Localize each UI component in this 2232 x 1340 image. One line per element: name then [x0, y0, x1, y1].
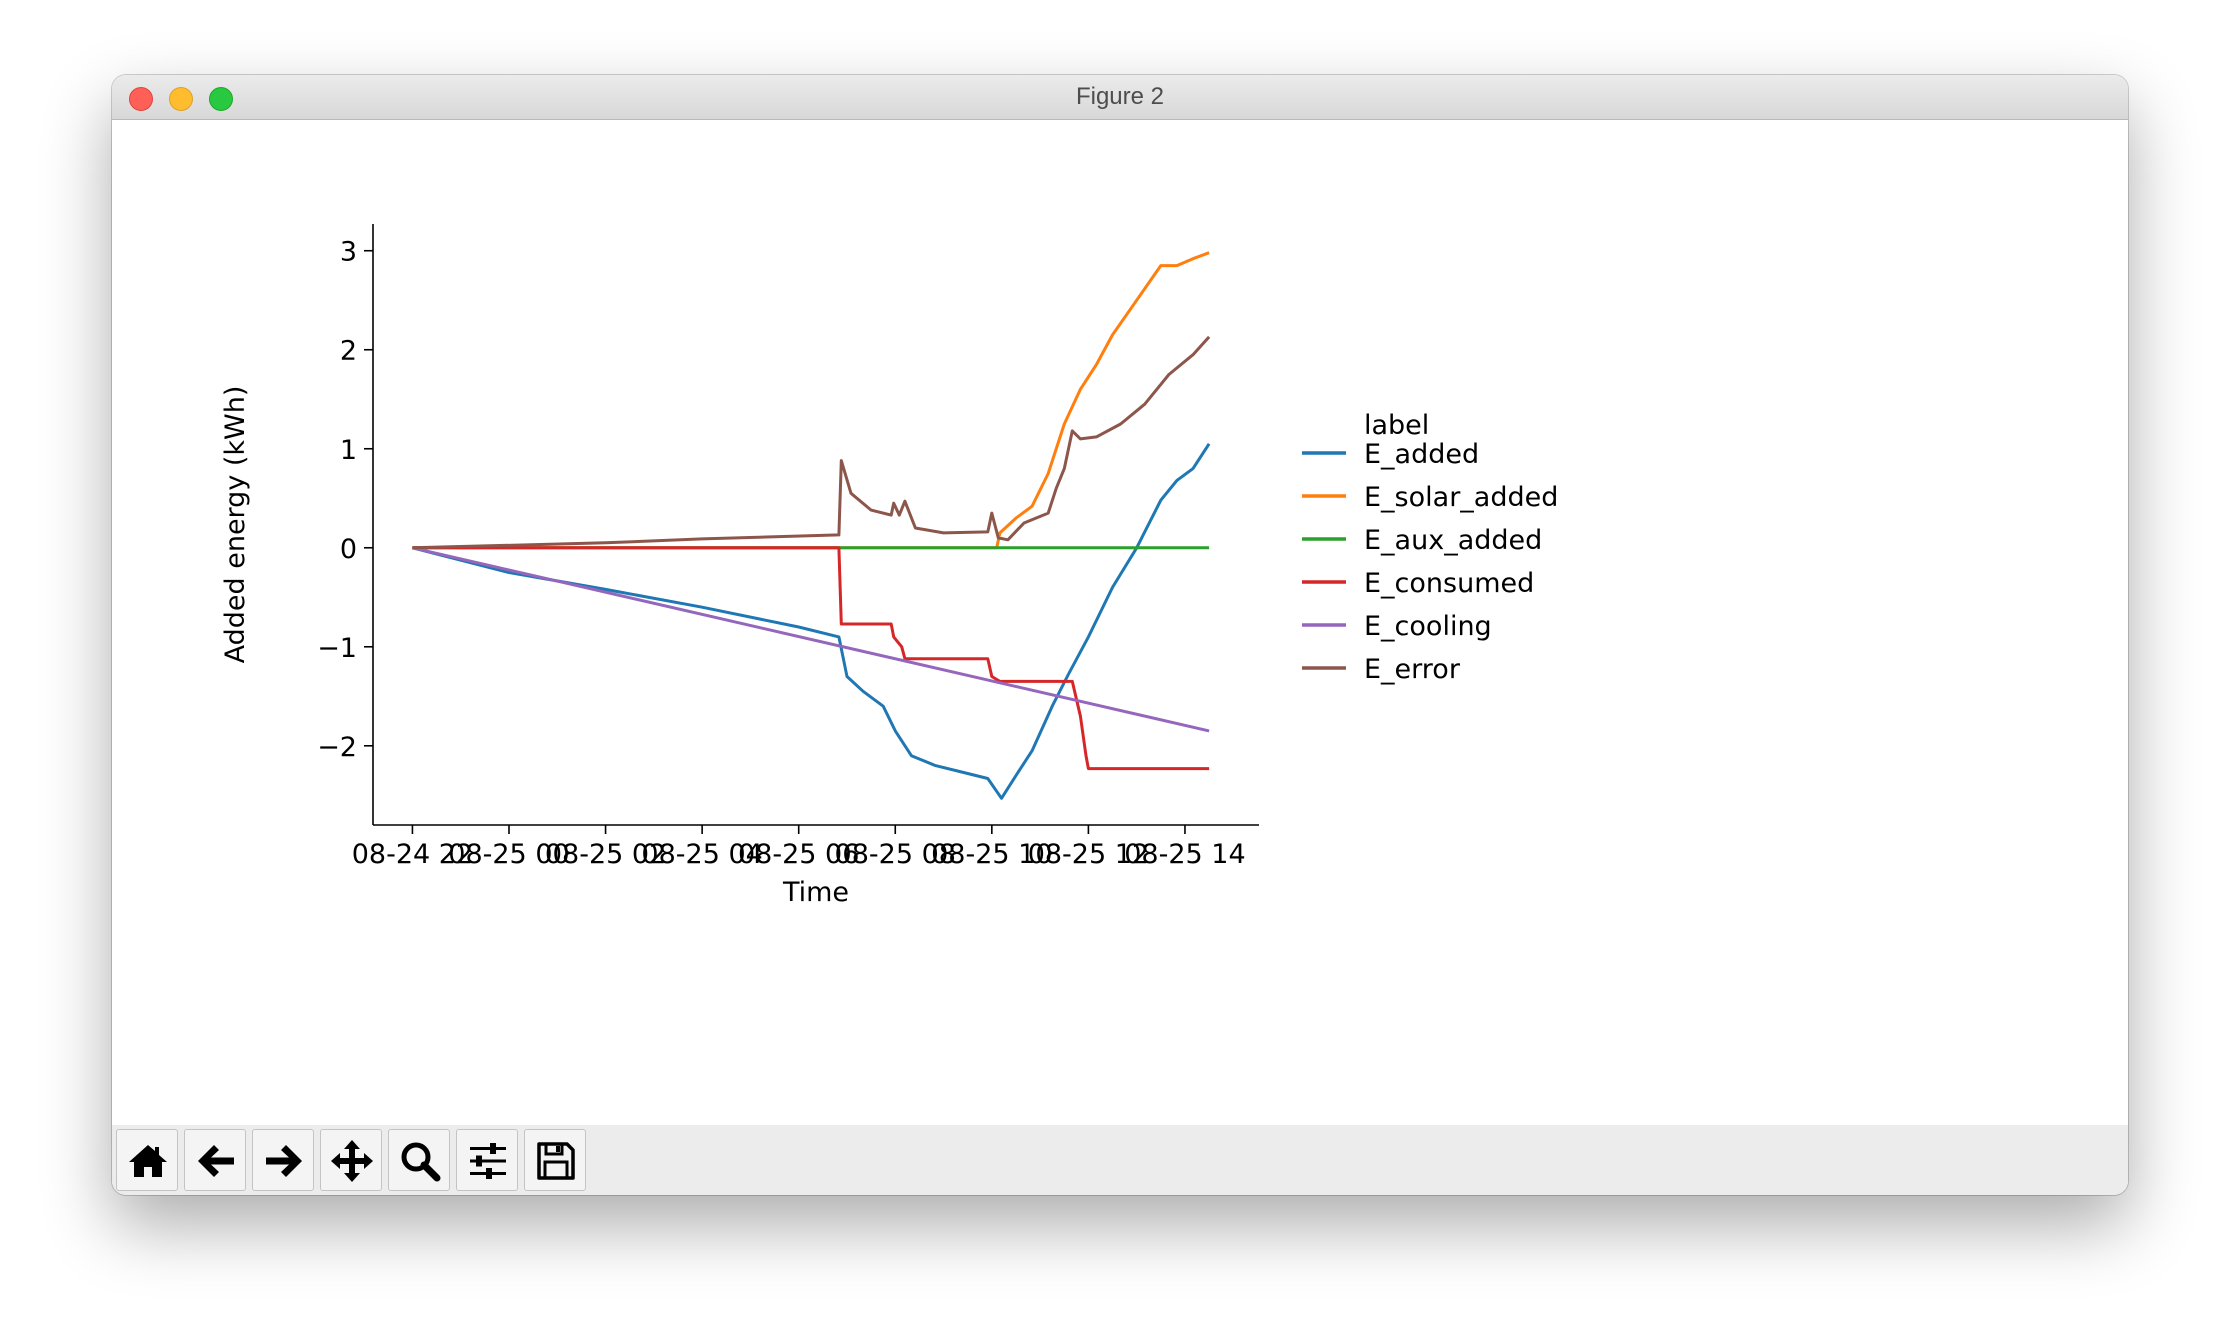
figure-canvas[interactable]: −2 −1 0 1 2 3 08-24 22 08-25 00 08-25 02 08-25 04…	[112, 120, 2128, 1125]
series-line-e-solar-added	[412, 251, 1210, 550]
legend-entry-label: E_aux_added	[1364, 525, 1542, 556]
home-icon	[129, 1145, 167, 1177]
series-line-e-consumed	[412, 546, 1210, 771]
series-line-e-error	[412, 335, 1211, 550]
legend-entry-label: E_consumed	[1364, 568, 1534, 599]
y-tick-label: 2	[340, 336, 357, 367]
y-tick-label: 1	[340, 435, 357, 466]
zoom-window-button[interactable]	[209, 87, 233, 111]
home-button[interactable]	[116, 1129, 178, 1191]
x-tick-label: 08-25 06	[738, 839, 859, 870]
pan-button[interactable]	[320, 1129, 382, 1191]
close-window-button[interactable]	[129, 87, 153, 111]
x-tick-label: 08-25 12	[1028, 839, 1149, 870]
series-line-e-added	[412, 442, 1211, 800]
zoom-button[interactable]	[388, 1129, 450, 1191]
minimize-window-button[interactable]	[169, 87, 193, 111]
arrow-right-icon	[266, 1145, 302, 1177]
x-tick-label: 08-24 22	[352, 839, 473, 870]
back-button[interactable]	[184, 1129, 246, 1191]
legend-entry-label: E_solar_added	[1364, 482, 1558, 513]
y-tick-label: 0	[340, 534, 357, 565]
x-tick-label: 08-25 00	[448, 839, 569, 870]
x-tick-label: 08-25 02	[545, 839, 666, 870]
window-title: Figure 2	[1075, 83, 1165, 110]
arrow-left-icon	[198, 1145, 234, 1177]
legend-entry-label: E_error	[1364, 654, 1461, 685]
forward-button[interactable]	[252, 1129, 314, 1191]
sliders-icon	[470, 1143, 506, 1179]
figure-window: Figure 2 −2 −1 0 1 2 3 08-24 22 08-25 00 08-25 0…	[112, 75, 2128, 1195]
y-tick-label: 3	[340, 237, 357, 268]
magnifier-icon	[401, 1142, 441, 1182]
legend-title: label	[1364, 410, 1429, 441]
legend-entry-label: E_added	[1364, 439, 1479, 470]
y-tick-label: −2	[317, 732, 357, 763]
series-line-e-cooling	[412, 546, 1210, 733]
x-axis-label: Time	[782, 877, 849, 908]
configure-subplots-button[interactable]	[456, 1129, 518, 1191]
x-tick-label: 08-25 14	[1124, 839, 1245, 870]
y-axis-label: Added energy (kWh)	[220, 386, 251, 664]
y-tick-label: −1	[317, 633, 357, 664]
floppy-disk-icon	[537, 1142, 575, 1180]
legend-entry-label: E_cooling	[1364, 611, 1492, 642]
navigation-toolbar	[112, 1125, 2128, 1195]
plot-lines	[412, 251, 1211, 800]
x-tick-label: 08-25 10	[931, 839, 1052, 870]
x-tick-label: 08-25 08	[835, 839, 956, 870]
title-bar: Figure 2	[112, 75, 2128, 120]
save-button[interactable]	[524, 1129, 586, 1191]
move-icon	[331, 1140, 373, 1182]
x-tick-label: 08-25 04	[641, 839, 762, 870]
